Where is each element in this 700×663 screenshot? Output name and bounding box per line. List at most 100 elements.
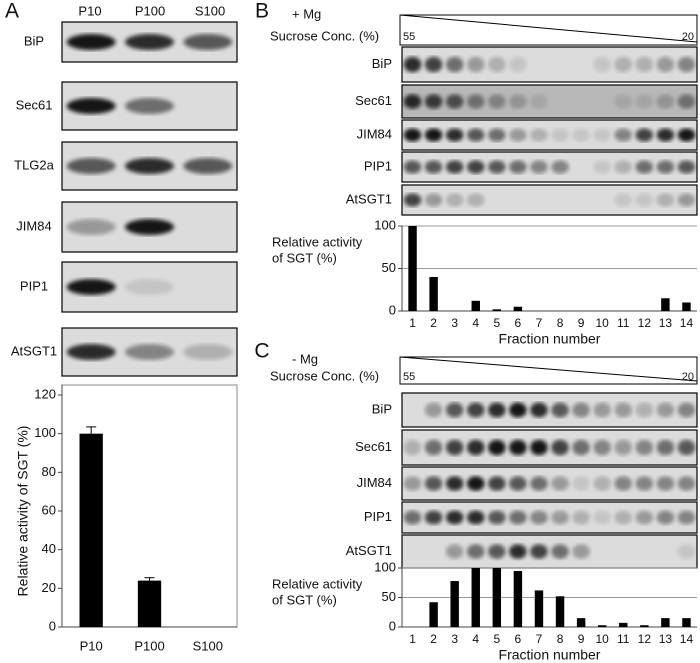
blot-band — [125, 158, 174, 174]
blot-band — [403, 510, 422, 525]
blot-band — [466, 128, 485, 142]
blot-band — [424, 56, 443, 73]
bar — [682, 302, 691, 311]
blot-band — [509, 128, 527, 142]
blot-band — [593, 439, 612, 456]
blot-band — [656, 94, 675, 109]
blot-label: BiP — [24, 33, 44, 48]
y-axis-label: Relative activity — [272, 576, 363, 591]
blot-band — [677, 128, 696, 142]
x-tick-label: 11 — [617, 316, 630, 330]
blot-band — [635, 476, 654, 491]
blot-band — [424, 94, 443, 109]
blot-band — [593, 128, 612, 142]
x-tick-label: 1 — [409, 316, 416, 330]
y-tick-label: 100 — [374, 559, 396, 574]
gradient-end: 55 — [403, 31, 415, 43]
blot-band — [466, 510, 485, 525]
blot-band — [487, 56, 506, 73]
blot-band — [424, 402, 443, 418]
y-tick-label: 100 — [374, 217, 396, 232]
x-tick-label: 1 — [409, 632, 416, 646]
bar — [661, 298, 670, 311]
x-tick-label: 7 — [536, 632, 543, 646]
blot-band — [445, 544, 464, 559]
blot-band — [125, 98, 174, 114]
blot-label: Sec61 — [355, 439, 392, 454]
blot-band — [466, 94, 485, 109]
blot-band — [509, 160, 527, 174]
blot-band — [593, 510, 612, 525]
blot-label: AtSGT1 — [11, 343, 57, 358]
blot-label: PIP1 — [364, 509, 392, 524]
blot-band — [551, 439, 569, 456]
blot-band — [183, 34, 233, 50]
condition: - Mg — [292, 351, 318, 366]
y-axis-label: of SGT (%) — [272, 592, 337, 607]
blot-band — [677, 160, 696, 174]
x-tick-label: 5 — [493, 632, 500, 646]
blot-band — [572, 544, 590, 559]
blot-band — [403, 128, 422, 142]
blot-band — [635, 56, 654, 73]
x-tick-label: 2 — [430, 316, 437, 330]
x-tick-label: 10 — [595, 316, 609, 330]
blot-band — [509, 476, 527, 491]
blot-band — [445, 193, 464, 207]
blot-band — [403, 94, 422, 109]
blot-band — [530, 402, 548, 418]
blot-band — [656, 510, 675, 525]
x-tick-label: 9 — [578, 632, 585, 646]
blot-band — [125, 219, 174, 235]
blot-band — [614, 510, 633, 525]
bar — [682, 618, 691, 627]
blot-band — [677, 544, 696, 559]
blot-band — [125, 34, 174, 50]
blot-band — [635, 439, 654, 456]
blot-band — [509, 510, 527, 525]
x-tick-label: S100 — [193, 638, 223, 653]
blot-band — [677, 402, 696, 418]
blot-band — [466, 439, 485, 456]
blot-band — [509, 439, 527, 456]
blot-band — [530, 160, 548, 174]
x-tick-label: 2 — [430, 632, 437, 646]
x-tick-label: 4 — [472, 632, 479, 646]
blot-band — [614, 56, 633, 73]
bar — [137, 580, 162, 627]
blot-band — [614, 193, 633, 207]
blot-band — [677, 193, 696, 207]
bar — [513, 570, 523, 627]
x-tick-label: 10 — [595, 632, 609, 646]
gradient-end: 20 — [682, 31, 694, 43]
bar — [597, 625, 607, 627]
blot-band — [487, 439, 506, 456]
x-tick-label: 5 — [493, 316, 500, 330]
y-tick-label: 20 — [42, 580, 56, 595]
blot-band — [66, 219, 116, 235]
x-tick-label: 7 — [536, 316, 543, 330]
blot-band — [403, 56, 422, 73]
panel-label: B — [255, 0, 269, 23]
y-tick-label: 120 — [34, 386, 56, 401]
blot-band — [572, 402, 590, 418]
blot-band — [125, 344, 174, 360]
blot-label: JIM84 — [16, 218, 51, 233]
blot-band — [656, 402, 675, 418]
blot-band — [445, 128, 464, 142]
blot-band — [593, 476, 612, 491]
blot-band — [424, 476, 443, 491]
blot-band — [656, 56, 675, 73]
blot-band — [445, 56, 464, 73]
blot-band — [530, 544, 548, 559]
bar — [79, 433, 103, 627]
blot-band — [530, 439, 548, 456]
blot-band — [424, 128, 443, 142]
bar — [640, 625, 649, 627]
blot-band — [66, 158, 116, 174]
blot-band — [656, 476, 675, 491]
blot-band — [551, 160, 569, 174]
bar — [429, 602, 438, 627]
bar — [492, 309, 502, 311]
bar — [513, 306, 523, 311]
